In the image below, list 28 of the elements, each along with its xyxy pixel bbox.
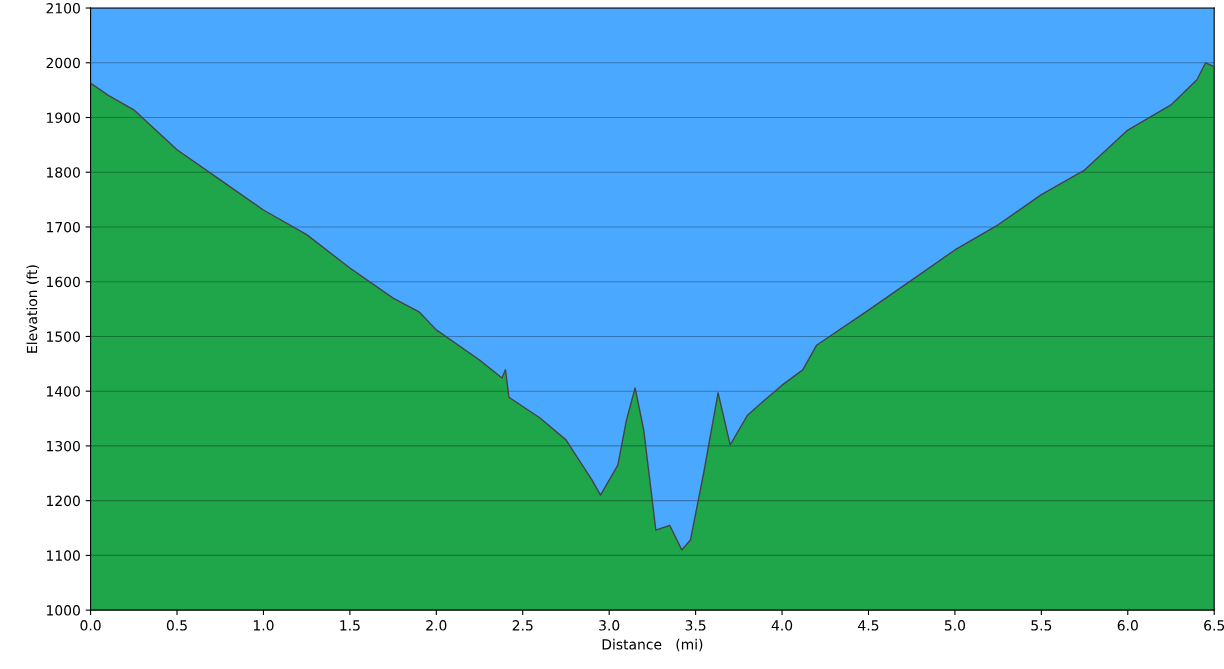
x-tick-label: 5.5	[1031, 620, 1052, 631]
y-tick-label: 1600	[47, 276, 80, 288]
y-tick-label: 1700	[47, 221, 80, 233]
y-tick-label: 1000	[47, 605, 80, 616]
x-tick-label: 6.0	[1117, 620, 1138, 631]
x-tick-label: 6.5	[1204, 620, 1224, 631]
x-tick-label: 2.0	[426, 620, 447, 631]
y-tick-label: 2100	[46, 3, 80, 14]
x-tick-label: 5.0	[944, 620, 966, 631]
x-tick-label: 4.0	[771, 620, 793, 631]
x-tick-label: 2.5	[512, 620, 533, 631]
x-tick-label: 0.5	[166, 620, 187, 631]
y-tick-label: 1200	[47, 495, 80, 507]
y-tick-label: 2000	[46, 57, 80, 69]
y-tick-label: 1400	[47, 386, 80, 397]
x-tick-label: 3.0	[599, 620, 620, 631]
x-tick-label: 4.5	[858, 620, 879, 631]
x-tick-label: 3.5	[685, 620, 706, 631]
y-tick-label: 1900	[47, 112, 80, 123]
y-axis-title: Elevation (ft)	[26, 265, 39, 353]
y-tick-label: 1500	[47, 331, 80, 342]
x-tick-label: 0.0	[80, 620, 101, 631]
x-tick-label: 1.5	[340, 620, 360, 631]
x-axis-title: Distance (mi)	[602, 638, 703, 652]
y-tick-label: 1300	[47, 440, 80, 452]
x-tick-label: 1.0	[253, 620, 274, 631]
y-tick-label: 1100	[47, 550, 80, 561]
y-tick-label: 1800	[47, 167, 80, 178]
